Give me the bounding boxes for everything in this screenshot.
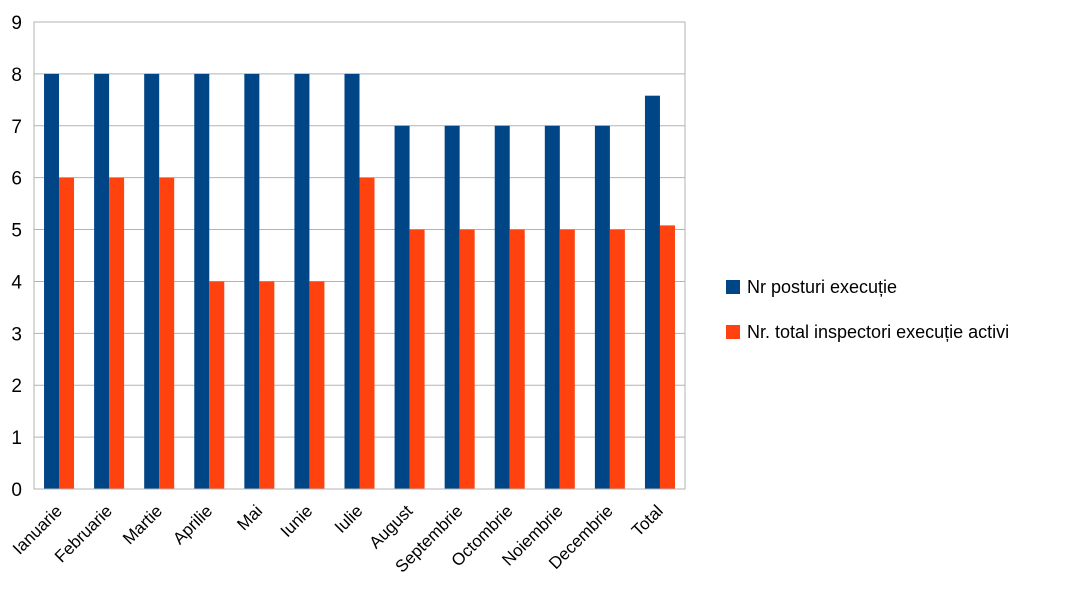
bar-inspectori-octombrie	[509, 229, 525, 490]
bar-posturi-aprilie	[194, 73, 210, 489]
legend-swatch	[726, 280, 740, 294]
bar-inspectori-septembrie	[459, 229, 475, 490]
y-tick-label: 5	[11, 221, 22, 242]
bar-inspectori-iunie	[309, 281, 325, 489]
bar-posturi-august	[394, 125, 410, 490]
legend: Nr posturi execuție Nr. total inspectori …	[726, 277, 1009, 342]
y-tick-label: 2	[11, 376, 22, 397]
y-tick-label: 7	[11, 117, 22, 138]
y-tick-label: 9	[11, 13, 22, 34]
x-category-label: Mai	[233, 501, 266, 534]
bar-posturi-total	[644, 95, 660, 489]
bar-inspectori-iulie	[359, 177, 375, 489]
bar-posturi-iunie	[294, 73, 310, 489]
x-category-label: Martie	[119, 501, 166, 548]
plot-area-border	[33, 21, 686, 490]
x-category-label: Iulie	[331, 501, 366, 536]
bar-posturi-octombrie	[494, 125, 510, 490]
legend-label: Nr posturi execuție	[747, 277, 897, 297]
bar-posturi-februarie	[94, 73, 110, 489]
x-category-label: Total	[628, 501, 667, 540]
y-tick-label: 0	[11, 480, 22, 501]
bar-inspectori-august	[409, 229, 425, 490]
bar-posturi-ianuarie	[44, 73, 60, 489]
bar-inspectori-decembrie	[609, 229, 625, 490]
bars	[44, 73, 675, 490]
y-tick-label: 3	[11, 324, 22, 345]
y-tick-label: 8	[11, 65, 22, 86]
x-category-label: Iunie	[277, 501, 317, 541]
x-category-label: Aprilie	[169, 501, 216, 548]
bar-posturi-martie	[144, 73, 160, 489]
bar-posturi-decembrie	[594, 125, 610, 490]
bar-inspectori-mai	[259, 281, 275, 489]
legend-label: Nr. total inspectori execuție activi	[747, 322, 1009, 342]
y-tick-label: 1	[11, 428, 22, 449]
bar-inspectori-noiembrie	[559, 229, 575, 490]
bar-posturi-noiembrie	[544, 125, 560, 490]
bar-inspectori-martie	[159, 177, 175, 489]
bar-posturi-iulie	[344, 73, 360, 489]
bar-posturi-septembrie	[444, 125, 460, 490]
legend-swatch	[726, 325, 740, 339]
bar-inspectori-aprilie	[209, 281, 225, 489]
y-tick-label: 6	[11, 169, 22, 190]
bar-inspectori-ianuarie	[59, 177, 75, 489]
bar-inspectori-total	[659, 225, 675, 489]
bar-inspectori-februarie	[109, 177, 125, 489]
bar-posturi-mai	[244, 73, 260, 489]
y-tick-label: 4	[11, 272, 22, 293]
y-axis-tick-labels: 0 1 2 3 4 5 6 7 8 9	[11, 13, 22, 501]
